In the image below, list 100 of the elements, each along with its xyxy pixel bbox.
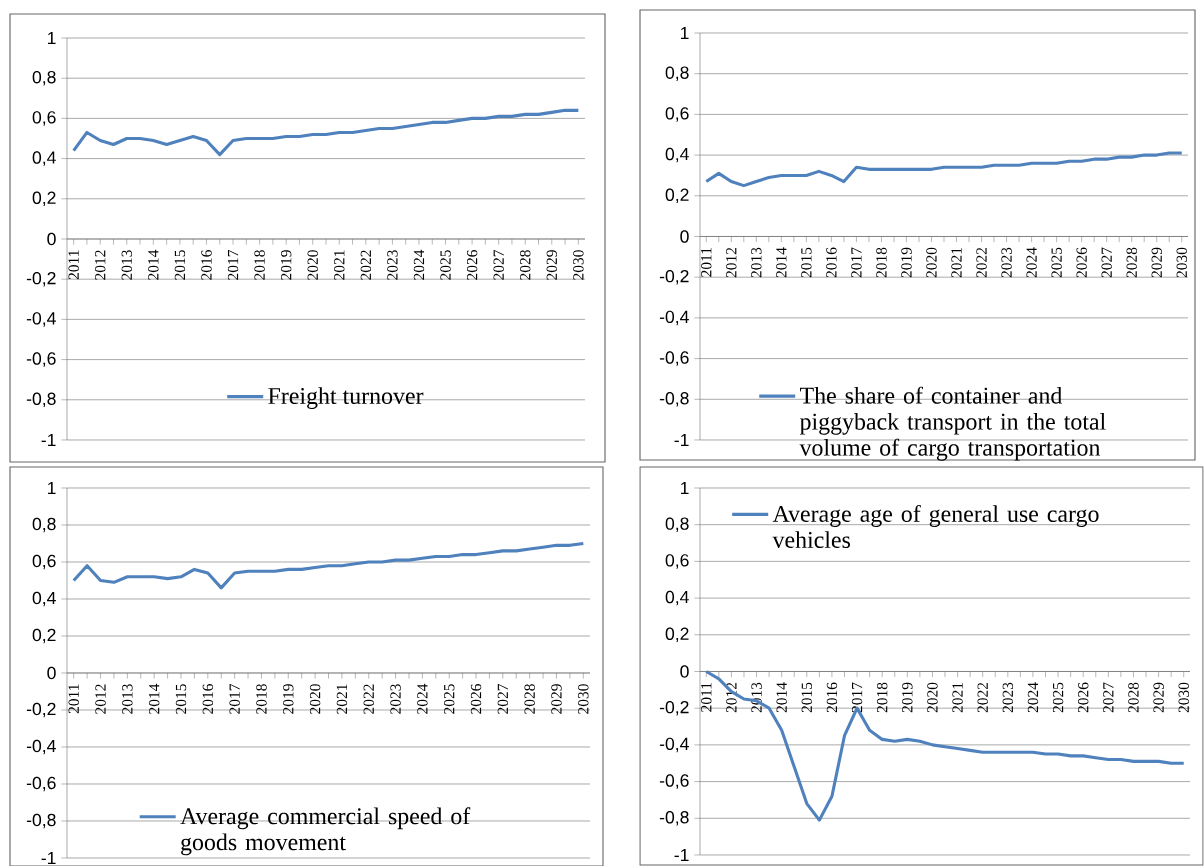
y-tick-label: -0,4 [26, 312, 56, 327]
y-tick-label: 0 [680, 230, 689, 243]
x-tick-label: 2028 [524, 684, 535, 714]
y-tick-label: 0 [680, 665, 689, 678]
y-tick-label: -0,6 [26, 352, 56, 367]
x-tick-label: 2014 [776, 247, 787, 278]
y-tick-label: -0,2 [26, 702, 56, 718]
y-tick-label: -0,6 [26, 776, 56, 792]
x-tick-label: 2025 [443, 684, 455, 714]
y-tick-label: -0,8 [26, 392, 56, 408]
y-tick-label: -0,4 [659, 310, 689, 326]
x-tick-label: 2030 [578, 684, 589, 714]
x-tick-label: 2024 [417, 683, 428, 714]
x-tick-label: 2029 [1153, 682, 1164, 713]
y-tick-label: 0,6 [665, 554, 689, 569]
x-tick-label: 2015 [175, 684, 187, 714]
y-tick-label: -0,6 [659, 774, 689, 789]
x-tick-label: 2013 [122, 684, 133, 714]
x-tick-label: 2021 [334, 250, 345, 280]
x-tick-label: 2021 [952, 683, 963, 713]
x-tick-label: 2011 [68, 250, 79, 280]
y-tick-label: -0,4 [26, 739, 56, 755]
x-tick-label: 2020 [307, 250, 318, 280]
y-tick-label: 0 [47, 666, 56, 680]
y-tick-label: 0,6 [32, 111, 56, 126]
x-tick-label: 2022 [976, 247, 987, 278]
x-tick-label: 2024 [413, 249, 425, 280]
y-tick-label: -1 [41, 851, 56, 865]
x-tick-label: 2011 [701, 248, 712, 277]
x-tick-label: 2019 [902, 682, 913, 713]
x-tick-label: 2023 [387, 250, 398, 280]
x-tick-label: 2019 [901, 247, 912, 278]
x-tick-label: 2029 [1151, 247, 1162, 278]
x-tick-label: 2014 [776, 682, 787, 713]
legend-label: Average commercial speed of goods movement [180, 807, 471, 856]
y-tick-label: -0,8 [659, 811, 689, 826]
y-tick-label: -1 [674, 848, 689, 862]
x-tick-label: 2015 [801, 247, 812, 278]
y-tick-label: -0,4 [659, 737, 689, 753]
x-tick-label: 2019 [280, 250, 292, 280]
x-tick-label: 2014 [148, 683, 160, 714]
x-tick-label: 2026 [1076, 247, 1087, 278]
x-tick-label: 2016 [826, 682, 838, 713]
x-tick-label: 2030 [573, 250, 584, 280]
y-tick-label: 0,4 [665, 590, 689, 606]
y-tick-label: 0,2 [32, 628, 56, 644]
y-tick-label: 0,6 [665, 107, 689, 122]
x-tick-label: 2015 [174, 250, 186, 280]
x-tick-label: 2020 [927, 682, 938, 713]
x-tick-label: 2025 [440, 250, 451, 280]
x-tick-label: 2025 [1052, 682, 1064, 713]
y-tick-label: 0,4 [32, 151, 56, 166]
x-tick-label: 2028 [1128, 682, 1139, 713]
y-tick-label: 0,8 [665, 517, 689, 532]
x-tick-label: 2015 [801, 682, 813, 713]
x-tick-label: 2016 [826, 247, 837, 278]
y-tick-label: -1 [674, 433, 689, 447]
y-tick-label: -0,2 [659, 700, 689, 716]
x-tick-label: 2018 [254, 250, 265, 280]
x-tick-label: 2014 [148, 249, 159, 280]
y-tick-label: -0,6 [659, 351, 689, 366]
legend-label: The share of container and piggyback transport in the total volume of cargo transportation [799, 386, 1106, 461]
x-tick-label: 2022 [360, 250, 372, 280]
y-tick-label: 0,2 [665, 188, 689, 204]
x-tick-label: 2013 [751, 247, 762, 278]
x-tick-label: 2017 [851, 247, 862, 278]
y-tick-label: 1 [680, 481, 689, 495]
x-tick-label: 2012 [95, 684, 106, 714]
x-tick-label: 2028 [520, 250, 531, 280]
x-tick-label: 2021 [951, 248, 962, 278]
x-tick-label: 2017 [229, 684, 240, 714]
y-tick-label: -0,8 [26, 813, 56, 829]
y-tick-label: -0,2 [659, 269, 689, 285]
y-tick-label: 0,4 [665, 147, 689, 163]
x-tick-label: 2027 [497, 684, 509, 714]
x-tick-label: 2020 [309, 684, 321, 714]
y-tick-label: 0,8 [32, 517, 56, 533]
y-tick-label: 0,2 [32, 191, 56, 207]
y-tick-label: 0,6 [32, 554, 56, 570]
x-tick-label: 2023 [1002, 682, 1014, 713]
x-tick-label: 2012 [726, 247, 737, 278]
x-tick-label: 2017 [227, 250, 239, 280]
y-tick-label: 0 [47, 232, 56, 246]
y-tick-label: 0,2 [665, 627, 689, 643]
y-tick-label: 1 [680, 26, 689, 40]
x-tick-label: 2027 [1101, 247, 1112, 278]
x-tick-label: 2029 [551, 684, 562, 714]
x-tick-label: 2030 [1176, 247, 1187, 278]
x-tick-label: 2022 [977, 682, 988, 713]
x-tick-label: 2029 [546, 250, 558, 280]
y-tick-label: 1 [47, 31, 56, 45]
x-tick-label: 2019 [283, 684, 294, 714]
x-tick-label: 2030 [1178, 682, 1189, 713]
x-tick-label: 2012 [95, 250, 106, 280]
y-tick-label: 0,8 [32, 70, 56, 86]
legend-label: Freight turnover [268, 387, 424, 409]
x-tick-label: 2028 [1126, 247, 1137, 278]
y-tick-label: -0,8 [659, 392, 689, 407]
x-tick-label: 2021 [336, 684, 348, 714]
x-tick-label: 2023 [390, 684, 401, 714]
